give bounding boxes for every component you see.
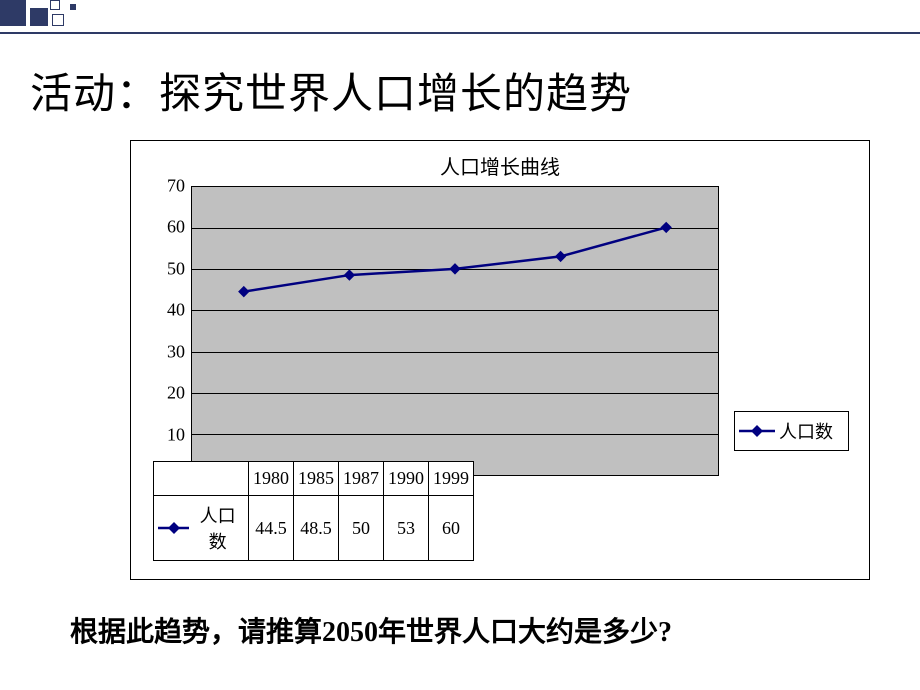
chart-container: 人口增长曲线 010203040506070 人口数 1980198519871… bbox=[130, 140, 870, 580]
slide-question: 根据此趋势，请推算2050年世界人口大约是多少? bbox=[70, 610, 672, 650]
chart-plot: 010203040506070 bbox=[191, 186, 719, 476]
table-row-header: 人口数 bbox=[154, 496, 249, 561]
chart-title: 人口增长曲线 bbox=[131, 141, 869, 186]
y-tick-label: 40 bbox=[167, 300, 185, 321]
table-value-cell: 53 bbox=[384, 496, 429, 561]
table-value-cell: 44.5 bbox=[249, 496, 294, 561]
table-category-cell: 1980 bbox=[249, 462, 294, 496]
line-series bbox=[191, 186, 719, 476]
y-tick-label: 20 bbox=[167, 383, 185, 404]
table-category-cell: 1999 bbox=[429, 462, 474, 496]
legend-label: 人口数 bbox=[779, 418, 833, 444]
chart-legend: 人口数 bbox=[734, 411, 849, 451]
y-tick-label: 50 bbox=[167, 258, 185, 279]
table-category-cell: 1987 bbox=[339, 462, 384, 496]
y-tick-label: 70 bbox=[167, 176, 185, 197]
top-divider bbox=[0, 32, 920, 34]
y-tick-label: 60 bbox=[167, 217, 185, 238]
y-tick-label: 30 bbox=[167, 341, 185, 362]
table-category-cell: 1985 bbox=[294, 462, 339, 496]
table-corner-cell bbox=[154, 462, 249, 496]
table-category-cell: 1990 bbox=[384, 462, 429, 496]
table-value-cell: 48.5 bbox=[294, 496, 339, 561]
diamond-marker-icon bbox=[158, 522, 189, 534]
table-value-cell: 60 bbox=[429, 496, 474, 561]
data-table: 19801985198719901999 人口数 44.548.5505360 bbox=[153, 461, 474, 561]
series-name: 人口数 bbox=[191, 502, 244, 554]
corner-decoration bbox=[0, 0, 140, 32]
slide-title: 活动：探究世界人口增长的趋势 bbox=[30, 60, 632, 121]
legend-marker-icon bbox=[739, 424, 775, 438]
y-tick-label: 10 bbox=[167, 424, 185, 445]
table-value-cell: 50 bbox=[339, 496, 384, 561]
